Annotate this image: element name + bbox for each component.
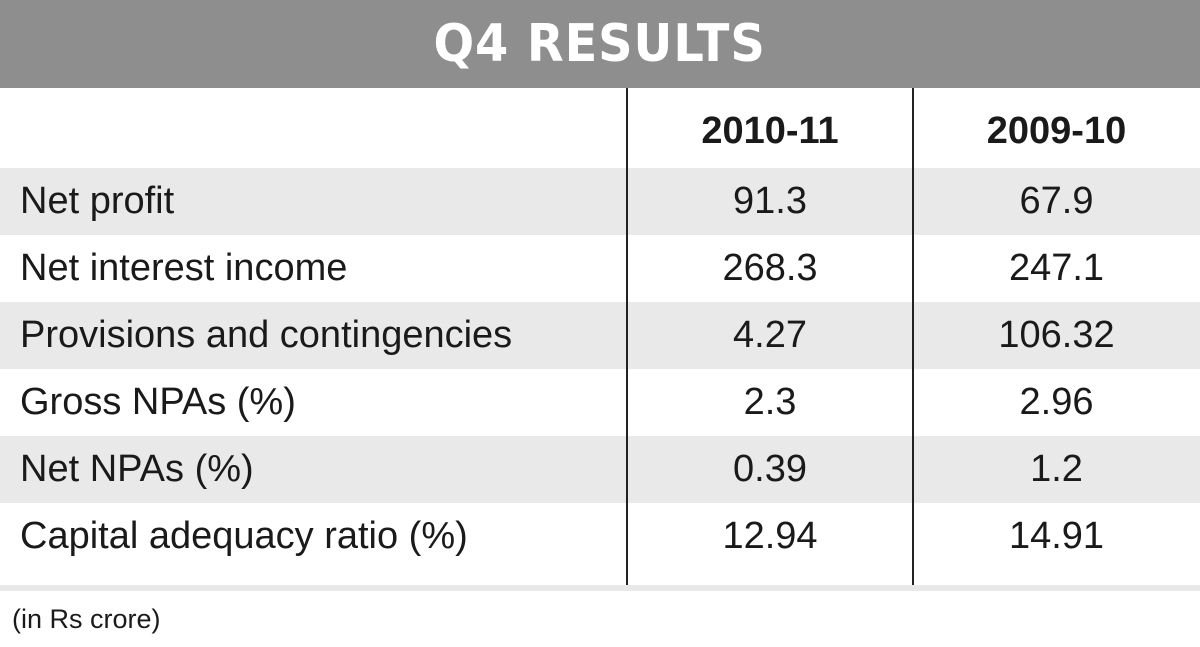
cell-value: 2.3 (743, 381, 797, 423)
table-row: Net profit 91.3 67.9 (0, 168, 1200, 235)
column-divider (626, 88, 628, 585)
cell-value: 4.27 (733, 314, 807, 356)
bottom-rule (0, 585, 1200, 591)
table-row: Provisions and contingencies 4.27 106.32 (0, 302, 1200, 369)
cell-value: 1.2 (1030, 448, 1083, 490)
table-row: Capital adequacy ratio (%) 12.94 14.91 (0, 503, 1200, 570)
column-header-2009-10: 2009-10 (986, 109, 1127, 152)
row-label: Gross NPAs (%) (20, 381, 296, 423)
results-table: 2010-11 2009-10 Net profit 91.3 67.9 Net… (0, 88, 1200, 570)
cell-value: 14.91 (1008, 515, 1105, 557)
table-row: Gross NPAs (%) 2.3 2.96 (0, 369, 1200, 436)
cell-value: 247.1 (1008, 247, 1105, 289)
cell-value: 268.3 (722, 247, 818, 289)
row-label: Net profit (20, 180, 175, 222)
cell-value: 91.3 (733, 180, 807, 222)
unit-footnote: (in Rs crore) (12, 604, 161, 634)
cell-value: 67.9 (1019, 180, 1094, 222)
title-banner: Q4 RESULTS (0, 0, 1200, 88)
cell-value: 12.94 (722, 515, 818, 557)
row-label: Net interest income (20, 247, 348, 289)
table-row: Net interest income 268.3 247.1 (0, 235, 1200, 302)
column-divider (912, 88, 914, 585)
row-label: Provisions and contingencies (20, 314, 513, 356)
cell-value: 0.39 (733, 448, 807, 490)
column-header-2010-11: 2010-11 (701, 109, 839, 152)
cell-value: 106.32 (998, 314, 1115, 356)
table-row: Net NPAs (%) 0.39 1.2 (0, 436, 1200, 503)
row-label: Capital adequacy ratio (%) (20, 515, 468, 557)
cell-value: 2.96 (1019, 381, 1094, 423)
table-title: Q4 RESULTS (433, 14, 767, 74)
row-label: Net NPAs (%) (20, 448, 254, 490)
table-header-row: 2010-11 2009-10 (0, 88, 1200, 168)
